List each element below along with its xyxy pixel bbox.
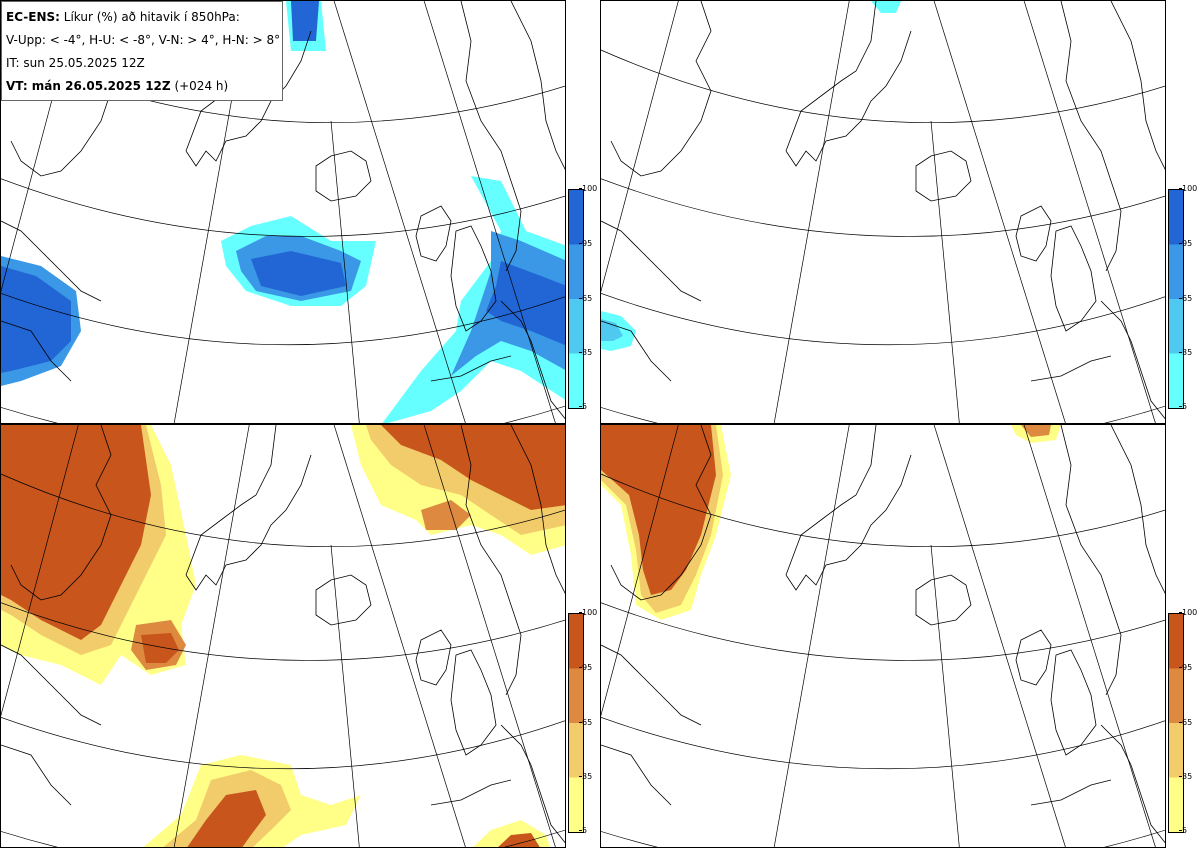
map-lower-left (1, 425, 565, 847)
legend-tick: 100 (578, 608, 598, 617)
lead-time: (+024 h) (174, 79, 229, 93)
legend-colorbar (1168, 189, 1184, 409)
legend-tick: 35 (1178, 772, 1193, 781)
map-panel-upper-left: EC-ENS: Líkur (%) að hitavik í 850hPa: V… (0, 0, 566, 424)
product-title: Líkur (%) að hitavik í 850hPa: (63, 10, 240, 24)
map-panel-lower-right (600, 424, 1166, 848)
map-panel-upper-right (600, 0, 1166, 424)
legend-tick: 95 (578, 239, 593, 248)
legend-warm-left: 100 95 65 35 5 (568, 609, 598, 835)
initial-time: IT: sun 25.05.2025 12Z (6, 56, 145, 70)
map-upper-left (1, 1, 565, 423)
legend-cold-right: 100 95 65 35 5 (1168, 185, 1198, 411)
legend-tick: 5 (1178, 402, 1188, 411)
threshold-legend: V-Upp: < -4°, H-U: < -8°, V-N: > 4°, H-N… (6, 33, 281, 47)
legend-colorbar (568, 613, 584, 833)
legend-tick: 65 (578, 294, 593, 303)
legend-tick: 100 (578, 184, 598, 193)
warm-field-lower-right (601, 425, 1061, 620)
legend-tick: 35 (1178, 348, 1193, 357)
legend-tick: 95 (1178, 663, 1193, 672)
legend-tick: 65 (1178, 294, 1193, 303)
legend-tick: 5 (578, 826, 588, 835)
legend-tick: 5 (1178, 826, 1188, 835)
info-box: EC-ENS: Líkur (%) að hitavik í 850hPa: V… (1, 1, 283, 101)
legend-cold-left: 100 95 65 35 5 (568, 185, 598, 411)
warm-field-lower-left (1, 425, 565, 847)
model-label: EC-ENS: (6, 10, 60, 24)
legend-tick: 35 (578, 348, 593, 357)
valid-time: VT: mán 26.05.2025 12Z (6, 79, 171, 93)
legend-tick: 65 (1178, 718, 1193, 727)
cold-field-upper-right (601, 1, 901, 351)
map-panel-lower-left (0, 424, 566, 848)
legend-tick: 5 (578, 402, 588, 411)
legend-tick: 100 (1178, 184, 1198, 193)
legend-tick: 35 (578, 772, 593, 781)
cold-field-upper-left (1, 1, 565, 423)
map-lower-right (601, 425, 1165, 847)
legend-tick: 100 (1178, 608, 1198, 617)
legend-tick: 65 (578, 718, 593, 727)
legend-warm-right: 100 95 65 35 5 (1168, 609, 1198, 835)
legend-colorbar (568, 189, 584, 409)
map-upper-right (601, 1, 1165, 423)
legend-colorbar (1168, 613, 1184, 833)
legend-tick: 95 (1178, 239, 1193, 248)
legend-tick: 95 (578, 663, 593, 672)
